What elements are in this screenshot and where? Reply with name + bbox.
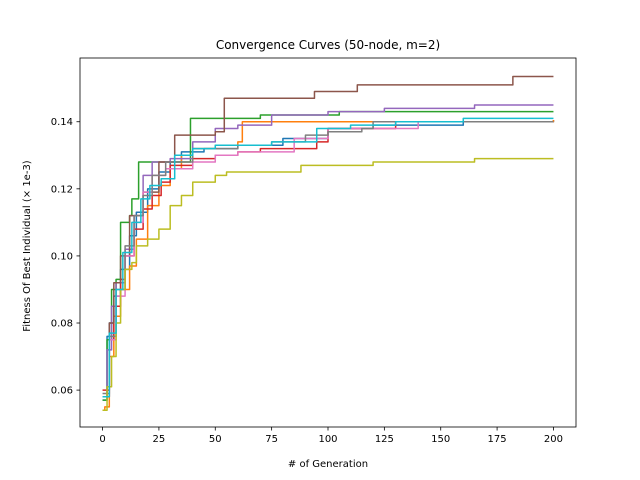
x-tick-label: 25 bbox=[153, 434, 166, 445]
series-line-10 bbox=[102, 117, 554, 398]
series-line-4 bbox=[102, 120, 554, 391]
y-tick-label: 0.10 bbox=[51, 251, 73, 262]
y-axis-title: Fitness Of Best Individual (× 1e-3) bbox=[22, 160, 33, 332]
x-tick-label: 100 bbox=[318, 434, 337, 445]
series-line-6 bbox=[102, 75, 554, 398]
x-tick-label: 150 bbox=[431, 434, 450, 445]
x-tick-label: 200 bbox=[544, 434, 563, 445]
x-tick-label: 175 bbox=[488, 434, 507, 445]
x-tick-label: 50 bbox=[209, 434, 222, 445]
chart-title: Convergence Curves (50-node, m=2) bbox=[216, 38, 440, 52]
y-tick-label: 0.14 bbox=[51, 117, 73, 128]
plot-area: 0 25 50 75 100 125 150 175 200 0.06 0.08 0.10 0.12 0.… bbox=[51, 57, 577, 445]
y-tick-label: 0.08 bbox=[51, 319, 73, 330]
y-tick-label: 0.06 bbox=[51, 386, 73, 397]
x-tick-label: 75 bbox=[265, 434, 278, 445]
series-line-9 bbox=[102, 157, 554, 411]
x-tick-label: 125 bbox=[375, 434, 394, 445]
x-tick-label: 0 bbox=[99, 434, 105, 445]
series-line-7 bbox=[102, 120, 554, 398]
y-tick-label: 0.12 bbox=[51, 184, 73, 195]
x-axis-title: # of Generation bbox=[288, 459, 368, 470]
